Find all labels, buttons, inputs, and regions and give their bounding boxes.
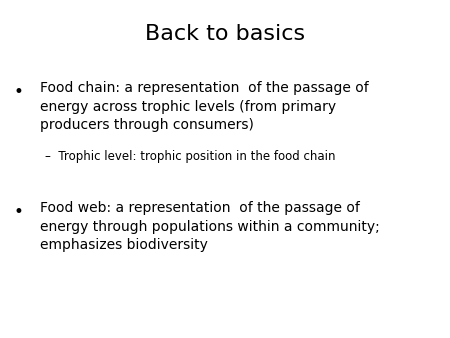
Text: •: • — [14, 83, 23, 101]
Text: Back to basics: Back to basics — [145, 24, 305, 44]
Text: Food chain: a representation  of the passage of
energy across trophic levels (fr: Food chain: a representation of the pass… — [40, 81, 369, 132]
Text: •: • — [14, 203, 23, 221]
Text: Food web: a representation  of the passage of
energy through populations within : Food web: a representation of the passag… — [40, 201, 380, 252]
Text: –  Trophic level: trophic position in the food chain: – Trophic level: trophic position in the… — [45, 150, 336, 163]
